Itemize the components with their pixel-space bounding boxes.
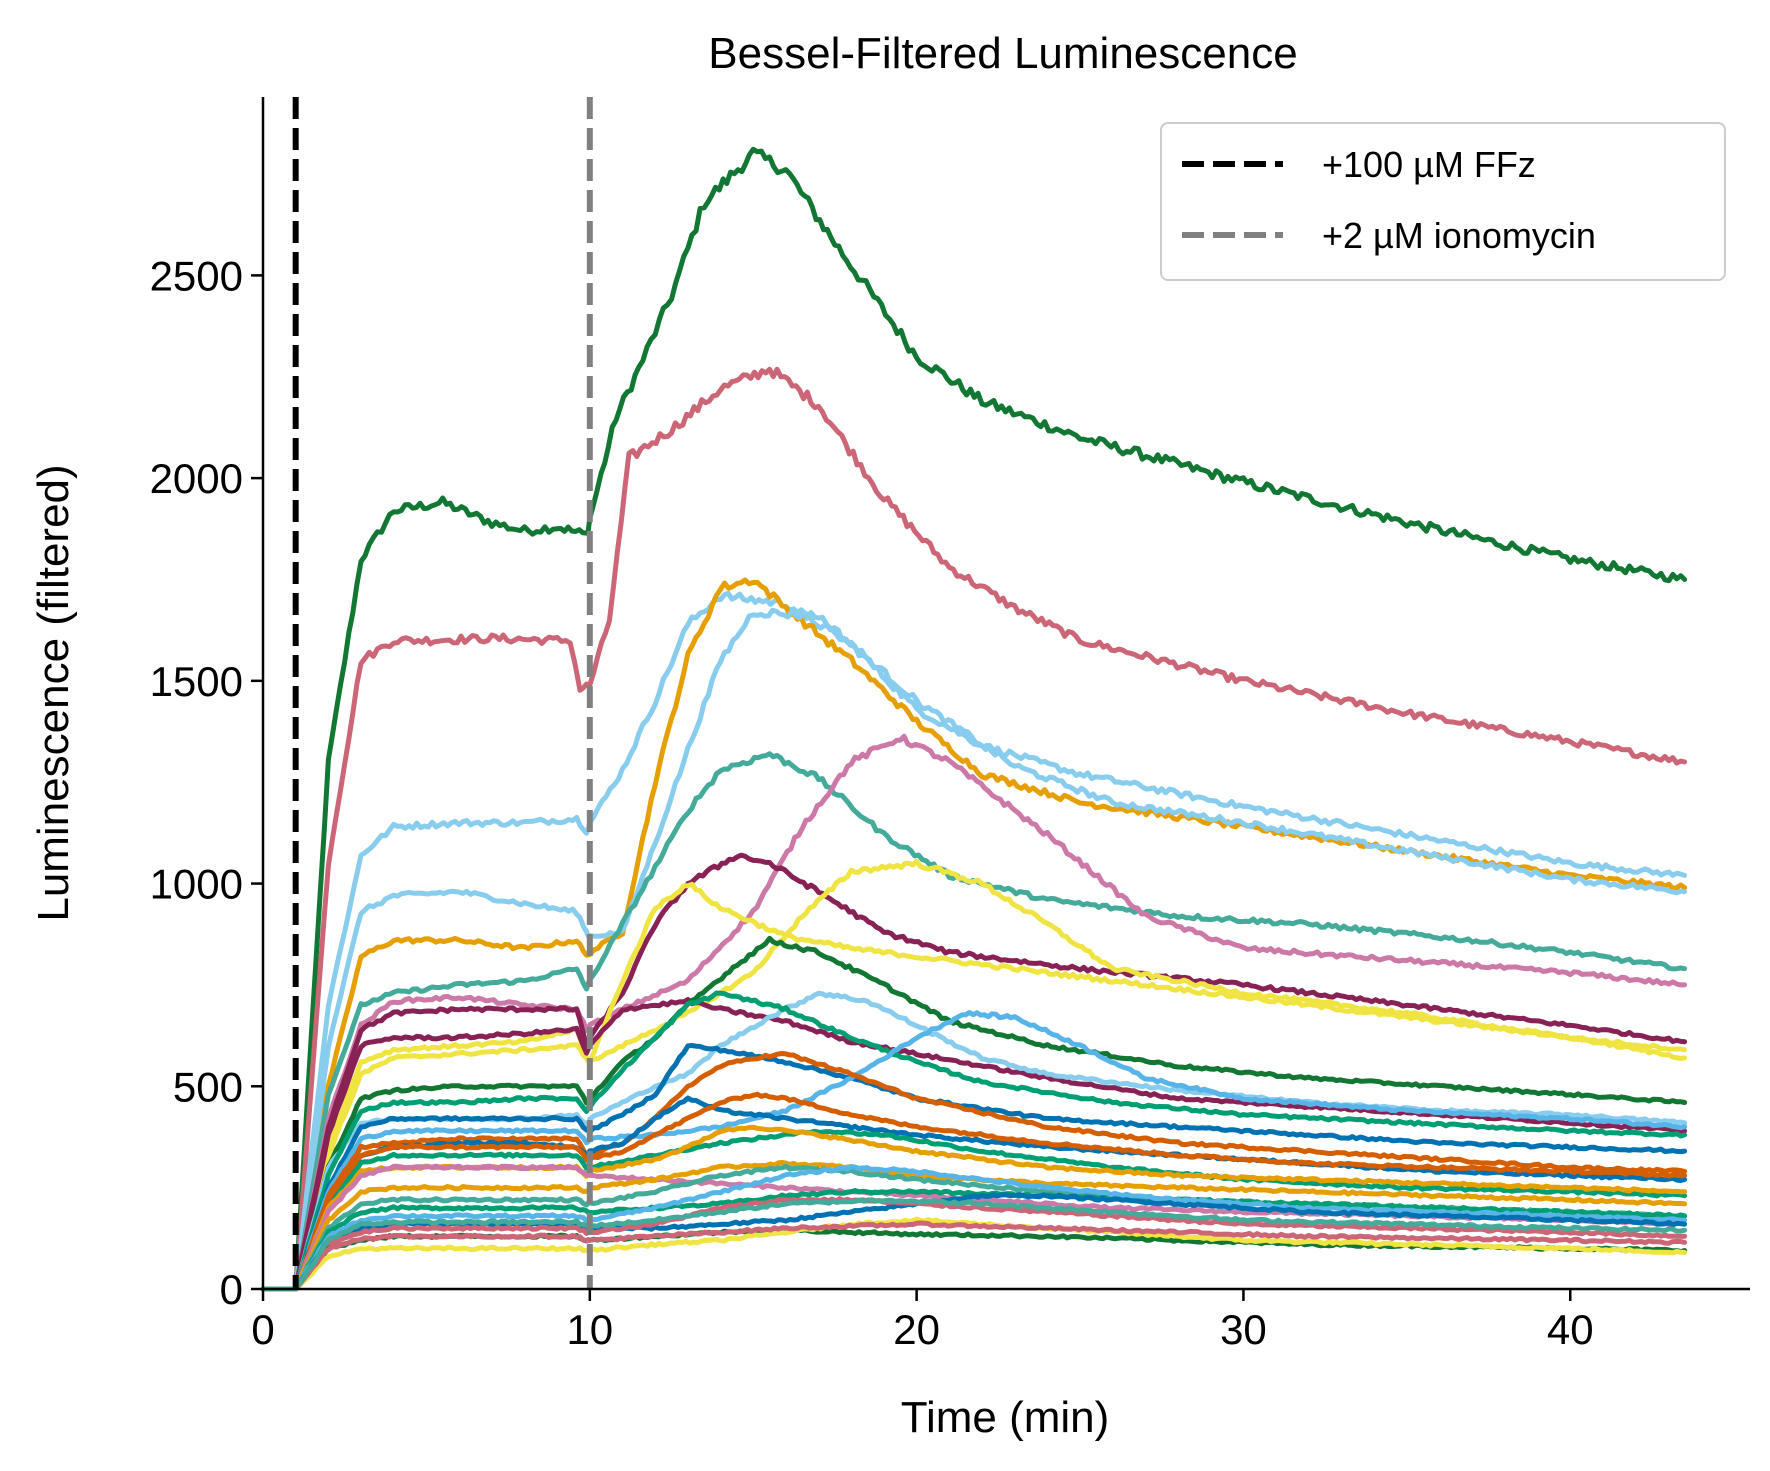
series-line-19 <box>260 1091 1688 1292</box>
chart-title: Bessel-Filtered Luminescence <box>708 29 1297 78</box>
x-tick-label: 20 <box>893 1306 940 1353</box>
x-axis-ticks: 0 10 20 30 40 <box>251 1289 1594 1353</box>
x-axis-label: Time (min) <box>901 1393 1110 1442</box>
series-line-16 <box>260 1010 1688 1292</box>
legend: +100 µM FFz +2 µM ionomycin <box>1160 122 1726 281</box>
series-line-5 <box>260 607 1688 1292</box>
series-line-30 <box>260 1216 1688 1292</box>
x-tick-label: 0 <box>251 1306 274 1353</box>
x-tick-label: 30 <box>1220 1306 1267 1353</box>
x-tick-label: 40 <box>1547 1306 1594 1353</box>
y-tick-label: 500 <box>173 1063 243 1110</box>
series-line-7 <box>260 733 1688 1292</box>
legend-frame <box>1160 122 1726 281</box>
series-line-20 <box>260 1128 1688 1292</box>
series-line-27 <box>260 1192 1688 1292</box>
series-line-31 <box>260 1220 1688 1292</box>
y-tick-label: 1500 <box>150 658 243 705</box>
legend-label-ffz: +100 µM FFz <box>1322 144 1536 185</box>
series-line-14 <box>260 990 1688 1292</box>
series-line-32 <box>260 1197 1688 1292</box>
y-axis-label: Luminescence (filtered) <box>29 464 78 921</box>
series-line-28 <box>260 1196 1688 1292</box>
marker-lines <box>292 97 593 1289</box>
y-tick-label: 1000 <box>150 861 243 908</box>
y-tick-label: 0 <box>220 1266 243 1313</box>
series-line-18 <box>260 1095 1688 1292</box>
series-line-2 <box>260 366 1688 1292</box>
series-line-11 <box>260 997 1688 1292</box>
series-line-25 <box>260 1188 1688 1292</box>
x-tick-label: 10 <box>566 1306 613 1353</box>
series-line-1 <box>260 146 1688 1292</box>
y-tick-label: 2500 <box>150 252 243 299</box>
series-line-10 <box>260 858 1688 1292</box>
y-tick-label: 2000 <box>150 455 243 502</box>
series-layer <box>260 146 1688 1292</box>
series-line-15 <box>260 1043 1688 1292</box>
series-line-8 <box>260 852 1688 1292</box>
series-line-12 <box>260 935 1688 1292</box>
series-line-17 <box>260 1051 1688 1292</box>
y-axis-ticks: 0 500 1000 1500 2000 2500 <box>150 252 263 1313</box>
series-line-26 <box>260 1163 1688 1292</box>
legend-label-ionomycin: +2 µM ionomycin <box>1322 215 1596 256</box>
